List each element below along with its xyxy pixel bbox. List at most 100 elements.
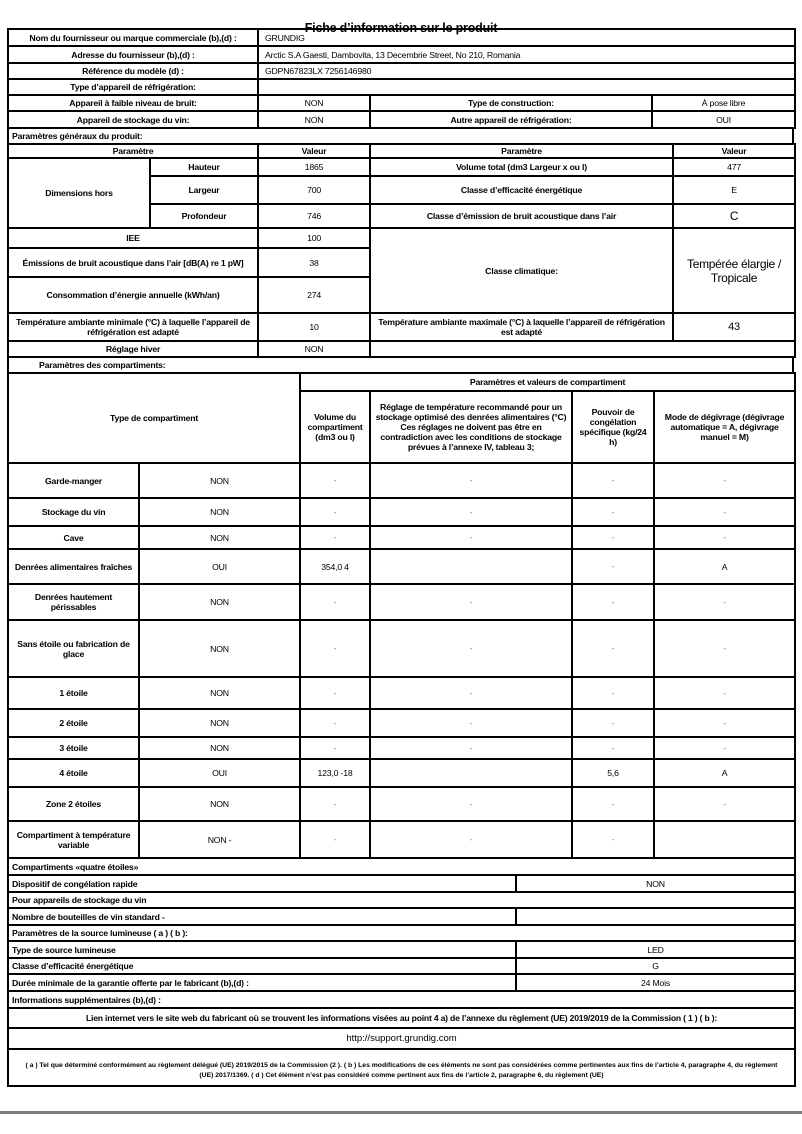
compartment-present: NON	[137, 676, 302, 710]
compartment-present: NON -	[137, 820, 302, 859]
compartment-pouvoir: -	[571, 497, 656, 527]
row-label: Référence du modèle (d) :	[7, 62, 259, 80]
climate-class-label: Classe climatique:	[369, 227, 675, 314]
table-row: Consommation d’énergie annuelle (kWh/an)…	[6, 276, 795, 314]
row-label: Autre appareil de réfrigération:	[369, 110, 653, 129]
row-value: G	[515, 957, 796, 975]
row-label: Réglage hiver	[6, 340, 260, 358]
compartment-name: Compartiment à température variable	[7, 820, 140, 859]
row-value: 24 Mois	[515, 973, 796, 992]
section-bar-row: Pour appareils de stockage du vin	[7, 891, 796, 909]
row-value	[257, 78, 796, 96]
row-value: NON	[257, 110, 371, 129]
construction-table: Appareil à faible niveau de bruit: NON T…	[7, 94, 796, 129]
table-row: Référence du modèle (d) : GDPN67823LX 72…	[7, 62, 796, 80]
table-row: Réglage hiver NON	[6, 340, 797, 358]
compartment-name: Denrées hautement périssables	[7, 583, 140, 621]
section-title: Paramètres des compartiments:	[7, 356, 794, 374]
table-row: Classe d’efficacité énergétique G	[7, 957, 796, 975]
general-section-bar: Paramètres généraux du produit:	[7, 127, 794, 145]
type-column-header: Type de compartiment	[6, 372, 302, 464]
header-row: Paramètre Valeur Paramètre Valeur	[6, 143, 797, 159]
compartment-volume: -	[299, 462, 372, 499]
compartment-present: NON	[137, 786, 302, 822]
row-value: C	[672, 203, 797, 229]
compartments-section-bar: Paramètres des compartiments:	[7, 356, 794, 374]
compartment-mode: -	[653, 619, 797, 678]
compartment-pouvoir: -	[571, 525, 656, 550]
compartment-mode: -	[653, 525, 797, 550]
table-row: 3 étoile NON - - - -	[7, 736, 797, 760]
row-label: IEE	[6, 227, 260, 249]
table-row: Type de source lumineuse LED	[7, 940, 796, 959]
compartment-name: 4 étoile	[7, 758, 140, 788]
climate-class-value: Tempérée élargie / Tropicale	[672, 227, 797, 314]
column-header: Valeur	[672, 143, 797, 159]
row-value: NON	[257, 94, 371, 112]
supplier-table: Nom du fournisseur ou marque commerciale…	[7, 28, 796, 96]
compartment-present: OUI	[137, 758, 302, 788]
row-label: Appareil de stockage du vin:	[7, 110, 259, 129]
header-row: Volume du compartiment (dm3 ou l) Réglag…	[8, 390, 797, 464]
row-label: Classe d’efficacité énergétique	[369, 175, 675, 205]
table-row: Adresse du fournisseur (b),(d) : Arctic …	[7, 45, 796, 64]
row-label: Température ambiante minimale (°C) à laq…	[6, 312, 260, 342]
compartment-reglage: -	[369, 462, 574, 499]
compartment-name: Cave	[7, 525, 140, 550]
section-bar-row: Informations supplémentaires (b),(d) :	[7, 990, 796, 1009]
row-label: Volume total (dm3 Largeur x ou l)	[369, 157, 675, 177]
row-label: Nombre de bouteilles de vin standard -	[7, 907, 517, 926]
row-label: Type de construction:	[369, 94, 653, 112]
footer-table: Compartiments «quatre étoiles» Dispositi…	[7, 857, 796, 1087]
table-row: 4 étoile OUI 123,0 -18 5,6 A	[7, 758, 797, 788]
compartment-volume: 354,0 4	[299, 548, 372, 585]
row-value: GDPN67823LX 7256146980	[257, 62, 796, 80]
table-row: Dispositif de congélation rapide NON	[7, 874, 796, 893]
table-row: Type d’appareil de réfrigération:	[7, 78, 796, 96]
row-label: Dispositif de congélation rapide	[7, 874, 517, 893]
compartment-reglage	[369, 758, 574, 788]
row-label: Profondeur	[148, 203, 260, 229]
row-value: GRUNDIG	[257, 28, 796, 47]
table-row: Compartiment à température variable NON …	[7, 820, 797, 859]
table-row: Denrées hautement périssables NON - - - …	[7, 583, 797, 621]
compartment-name: 1 étoile	[7, 676, 140, 710]
table-row: ( a ) Tel que déterminé conformément au …	[7, 1048, 796, 1087]
compartment-mode	[653, 820, 797, 859]
row-value: 274	[257, 276, 372, 314]
compartment-pouvoir: -	[571, 462, 656, 499]
row-value: À pose libre	[651, 94, 796, 112]
column-header: Paramètre	[6, 143, 260, 159]
table-row: Nom du fournisseur ou marque commerciale…	[7, 28, 796, 47]
section-title: Pour appareils de stockage du vin	[7, 891, 796, 909]
compartment-mode: -	[653, 786, 797, 822]
compartment-present: OUI	[137, 548, 302, 585]
compartment-pouvoir: -	[571, 736, 656, 760]
compartment-reglage: -	[369, 497, 574, 527]
compartment-reglage: -	[369, 525, 574, 550]
table-row: Zone 2 étoiles NON - - - -	[7, 786, 797, 822]
table-row: 1 étoile NON - - - -	[7, 676, 797, 710]
compartment-mode: -	[653, 676, 797, 710]
table-row: Appareil de stockage du vin: NON Autre a…	[7, 110, 796, 129]
column-header: Volume du compartiment (dm3 ou l)	[299, 390, 372, 464]
compartment-reglage: -	[369, 708, 574, 738]
column-header: Mode de dégivrage (dégivrage automatique…	[653, 390, 797, 464]
table-row: http://support.grundig.com	[7, 1027, 796, 1050]
compartment-present: NON	[137, 525, 302, 550]
section-title: Compartiments «quatre étoiles»	[7, 857, 796, 876]
compartment-volume: -	[299, 708, 372, 738]
row-value: 477	[672, 157, 797, 177]
column-header: Valeur	[257, 143, 372, 159]
table-row: Émissions de bruit acoustique dans l’air…	[6, 247, 795, 278]
compartment-pouvoir: -	[571, 820, 656, 859]
compartment-pouvoir: -	[571, 786, 656, 822]
row-value: OUI	[651, 110, 796, 129]
table-row: Température ambiante minimale (°C) à laq…	[6, 312, 797, 342]
row-label: Consommation d’énergie annuelle (kWh/an)	[6, 276, 260, 314]
compartment-volume: -	[299, 736, 372, 760]
compartment-pouvoir: -	[571, 548, 656, 585]
group-header: Paramètres et valeurs de compartiment	[299, 372, 797, 392]
empty-cell	[369, 340, 797, 358]
